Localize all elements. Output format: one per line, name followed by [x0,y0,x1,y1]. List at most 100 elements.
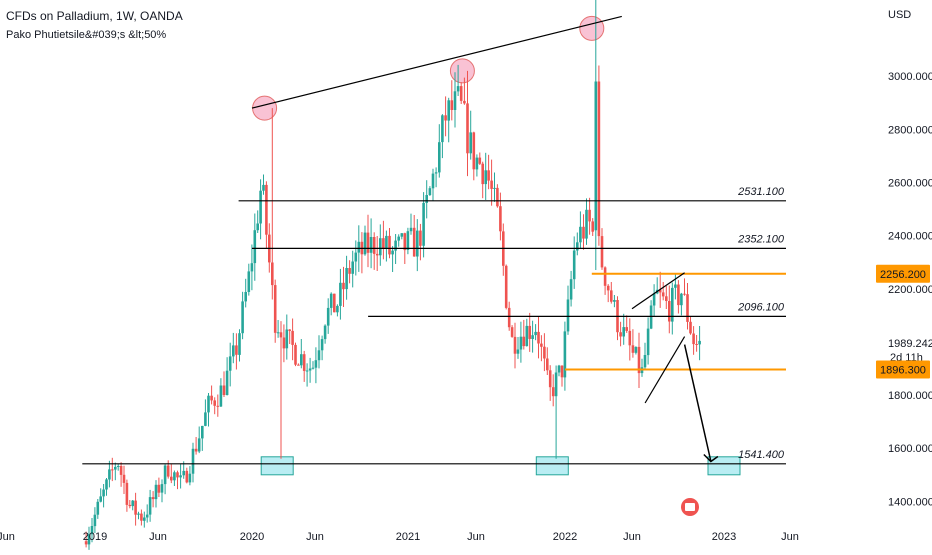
candle-body [603,267,607,286]
candle-body [522,336,526,347]
candle-body [204,412,207,426]
candle-body [493,187,496,189]
candle-body [507,307,511,328]
time-tick-label: 2020 [240,531,264,543]
candle-body [197,438,201,452]
price-tick-label: 1400.000 [888,496,932,508]
candle-body [232,345,235,357]
candle-body [652,293,656,306]
candle-body [342,282,345,290]
candle-body [253,230,257,264]
candle-body [416,230,419,257]
support-zone-box[interactable] [260,456,294,476]
candle-body [116,466,120,467]
candle-body [680,293,683,306]
swing-high-circle[interactable] [579,15,605,41]
candle-body [210,395,213,401]
price-tick-label: 2400.000 [888,231,932,243]
projection-arrow-line[interactable] [683,344,712,462]
candle-body [108,469,111,480]
time-tick-label: Jun [0,531,15,543]
time-tick-label: 2021 [396,531,420,543]
swing-high-circle[interactable] [252,95,278,121]
candle-body [591,221,594,232]
candle-body [345,268,348,290]
candle-body [163,465,167,485]
candle-body [333,293,336,313]
wedge-lower-line[interactable] [644,336,686,404]
candle-body [403,233,407,251]
candle-body [534,331,537,336]
price-tick-label: 2200.000 [888,284,932,296]
chart-title: CFDs on Palladium, 1W, OANDA [6,9,183,23]
candle-body [354,252,358,262]
candle-body [357,241,361,253]
candle-body [674,284,677,288]
wedge-upper-line[interactable] [631,272,685,310]
candle-body [585,209,588,239]
candle-body [677,284,680,306]
candle-body [631,345,635,353]
candle-body [122,474,126,483]
candle-body [606,285,610,291]
candle-body [519,336,523,350]
price-badge [876,264,930,283]
candle-body [182,470,185,476]
candle-body [154,484,158,500]
candle-body [434,172,438,174]
candle-body [145,514,149,518]
time-tick-label: Jun [149,531,167,543]
candle-body [391,250,394,255]
candle-body [288,329,291,331]
candle-body [576,242,579,251]
support-zone-box[interactable] [535,456,569,476]
candle-body [385,235,388,248]
candle-body [339,282,342,306]
candle-body [143,517,146,521]
candle-body [84,541,88,545]
candle-body [431,173,435,189]
candle-body [323,325,327,340]
candle-body [692,333,695,345]
candle-body [140,513,143,521]
candle-body [160,484,164,493]
candle-body [475,157,479,170]
candle-body [228,356,232,371]
candle-body [481,163,484,185]
candle-body [625,327,628,331]
candle-body [222,385,226,395]
candle-body [302,354,306,371]
candle-body [176,472,179,478]
candle-body [247,271,251,292]
candle-body [444,115,447,121]
candle-body [105,479,108,490]
time-tick-label: 2022 [553,531,577,543]
swing-high-circle[interactable] [449,58,475,84]
candle-body [173,472,176,481]
time-tick-label: Jun [781,531,799,543]
candle-body [450,100,454,110]
candle-body [478,157,482,164]
candle-body [569,279,573,300]
candle-body [241,301,244,334]
candle-body [453,91,457,110]
candle-body [649,305,653,329]
support-zone-box[interactable] [707,456,741,476]
candle-body [366,232,370,253]
candle-body [557,365,561,373]
candle-body [131,500,134,507]
candle-body [643,355,647,368]
candle-body [216,405,220,407]
price-badge-label: 1896.300 [880,365,926,377]
candle-body [265,184,268,235]
candle-body [510,327,514,337]
candle-body [207,395,210,413]
resistance-trendline[interactable] [251,15,622,109]
candle-body [102,489,105,497]
candle-body [600,236,604,268]
price-tick-label: 1600.000 [888,443,932,455]
candle-body [472,132,476,170]
candle-body [320,339,324,351]
